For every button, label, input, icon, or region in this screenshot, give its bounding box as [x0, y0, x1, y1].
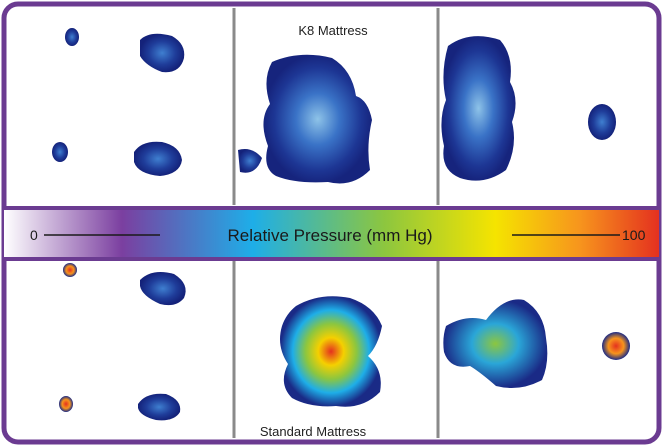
pressure-scale-bar: 0 Relative Pressure (mm Hg) 100 — [4, 206, 659, 261]
top-panel-label: K8 Mattress — [298, 23, 368, 38]
top-pressure-blob — [65, 28, 79, 46]
bottom-pressure-blob — [59, 396, 73, 412]
bottom-panel: Standard Mattress — [59, 261, 630, 439]
top-pressure-blob — [441, 36, 516, 181]
bottom-pressure-blob — [443, 299, 548, 388]
bottom-pressure-blob — [280, 296, 382, 407]
scale-max-label: 100 — [622, 227, 646, 243]
top-pressure-blob — [588, 104, 616, 140]
top-pressure-blob — [140, 33, 185, 73]
scale-min-label: 0 — [30, 227, 38, 243]
top-pressure-blob — [52, 142, 68, 162]
bottom-pressure-blob — [140, 272, 186, 306]
bottom-panel-label: Standard Mattress — [260, 424, 367, 439]
top-pressure-blob — [263, 54, 372, 184]
bottom-pressure-blob — [138, 393, 181, 421]
bottom-pressure-blob — [602, 332, 630, 360]
top-pressure-blob — [238, 149, 262, 173]
top-panel: K8 Mattress — [52, 8, 616, 205]
top-pressure-blob — [134, 141, 182, 176]
scale-title: Relative Pressure (mm Hg) — [228, 226, 433, 245]
bottom-pressure-blob — [63, 263, 77, 277]
pressure-gradient-strip — [4, 209, 659, 258]
